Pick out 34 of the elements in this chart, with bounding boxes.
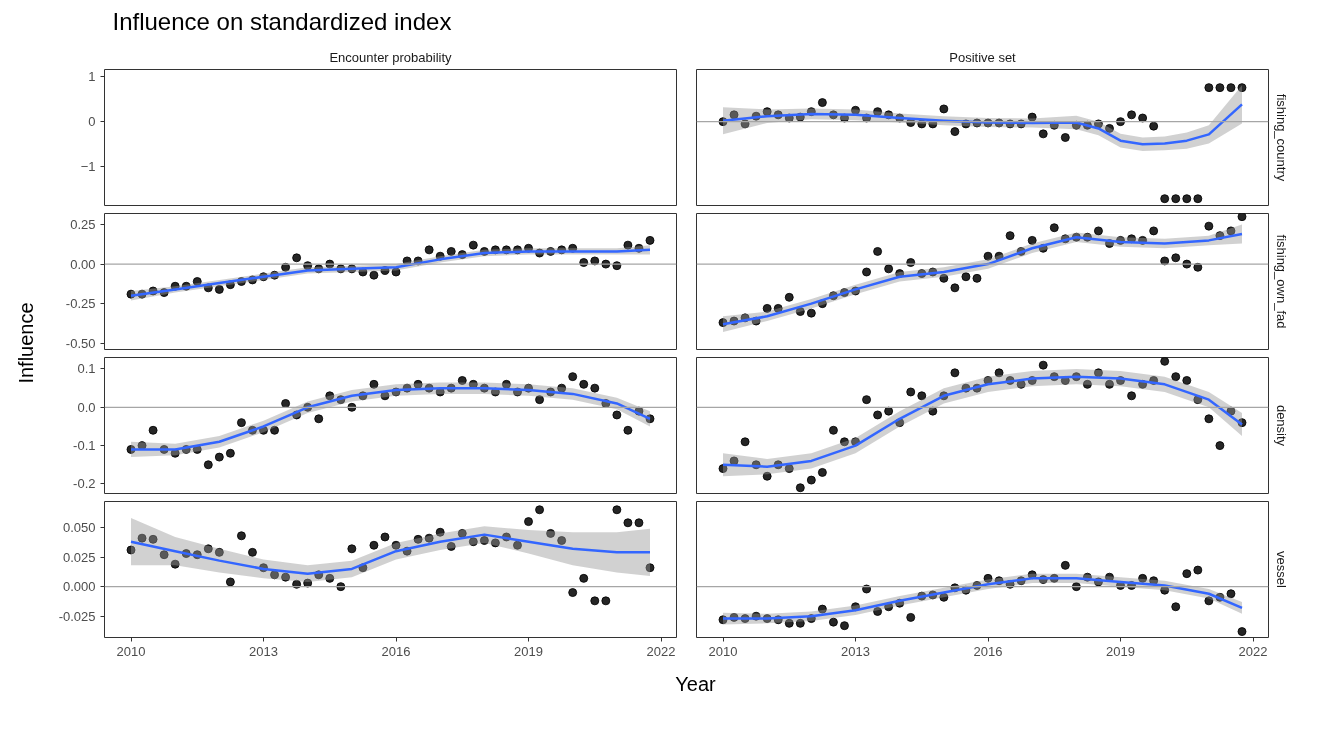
chart-title: Influence on standardized index	[112, 7, 452, 35]
y-tick-label: 0.000	[62, 579, 96, 595]
y-tick-label: −1	[80, 159, 96, 175]
y2-axis-title: fishing_country	[1273, 93, 1289, 182]
y2-axis-title: vessel	[1273, 551, 1289, 589]
x-tick-label: 2016	[973, 643, 1003, 659]
y-tick-label: -0.50	[65, 335, 96, 351]
y-tick-label: 0.00	[70, 256, 96, 272]
y-tick-label: -0.1	[73, 438, 96, 454]
y-tick-label: 0.050	[62, 520, 96, 536]
chart-subtitle: Positive set	[949, 49, 1017, 65]
y-tick-label: -0.2	[73, 476, 96, 492]
x-tick-label: 2022	[646, 643, 676, 659]
y-axis-title: Influence	[14, 302, 37, 384]
y-tick-label: 0	[88, 114, 96, 130]
chart-subtitle: Encounter probability	[329, 49, 453, 65]
x-tick-label: 2013	[249, 643, 278, 659]
x-tick-label: 2019	[1106, 643, 1135, 659]
y-tick-label: 0.025	[62, 549, 96, 565]
x-tick-label: 2022	[1238, 643, 1268, 659]
y-tick-label: 0.25	[70, 217, 96, 233]
y2-axis-title: fishing_own_fad	[1273, 234, 1289, 329]
y-tick-label: 0.0	[77, 399, 96, 415]
x-tick-label: 2010	[116, 643, 146, 659]
x-tick-label: 2010	[708, 643, 738, 659]
x-axis-title: Year	[675, 672, 717, 695]
y-tick-label: 0.1	[77, 361, 96, 377]
y-tick-label: -0.025	[58, 608, 96, 624]
x-tick-label: 2013	[841, 643, 870, 659]
x-tick-label: 2019	[514, 643, 543, 659]
x-tick-label: 2016	[381, 643, 411, 659]
y-tick-label: -0.25	[65, 296, 96, 312]
y2-axis-title: density	[1273, 404, 1289, 447]
y-tick-label: 1	[88, 68, 96, 84]
